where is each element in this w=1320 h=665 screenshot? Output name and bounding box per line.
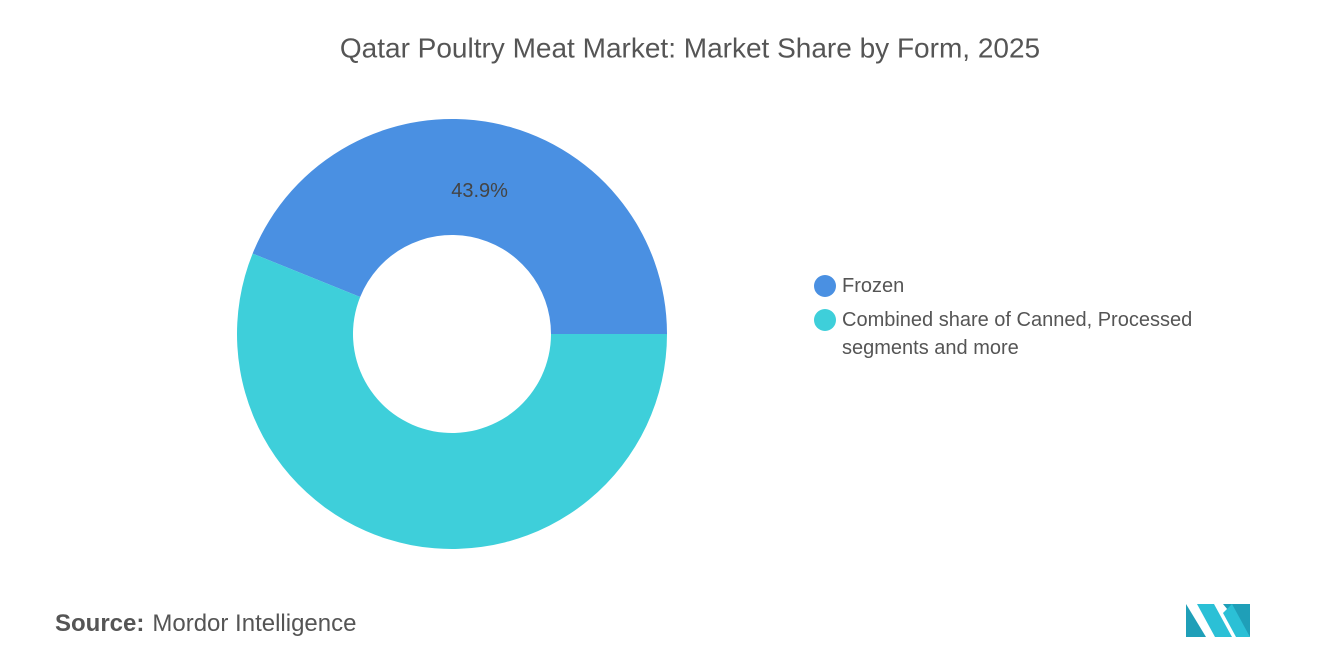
value-label: 43.9% [451,180,508,202]
slice [252,118,667,334]
chart-title: Qatar Poultry Meat Market: Market Share … [340,32,1040,63]
legend-item: Combined share of Canned, Processed segm… [814,306,1254,362]
legend-swatch [814,275,836,297]
legend-label: Frozen [842,275,905,297]
legend-label: Combined share of Canned, Processed segm… [842,309,1193,359]
legend: Frozen Combined share of Canned, Processe… [814,272,1254,368]
legend-swatch [814,309,836,331]
source-label: Source: [55,610,145,637]
legend-item: Frozen [814,272,1254,300]
donut: 43.9% [237,118,667,549]
logo [1186,604,1250,637]
slice [237,253,667,549]
source-text: Mordor Intelligence [152,610,357,637]
source: Source: Mordor Intelligence [55,610,356,638]
